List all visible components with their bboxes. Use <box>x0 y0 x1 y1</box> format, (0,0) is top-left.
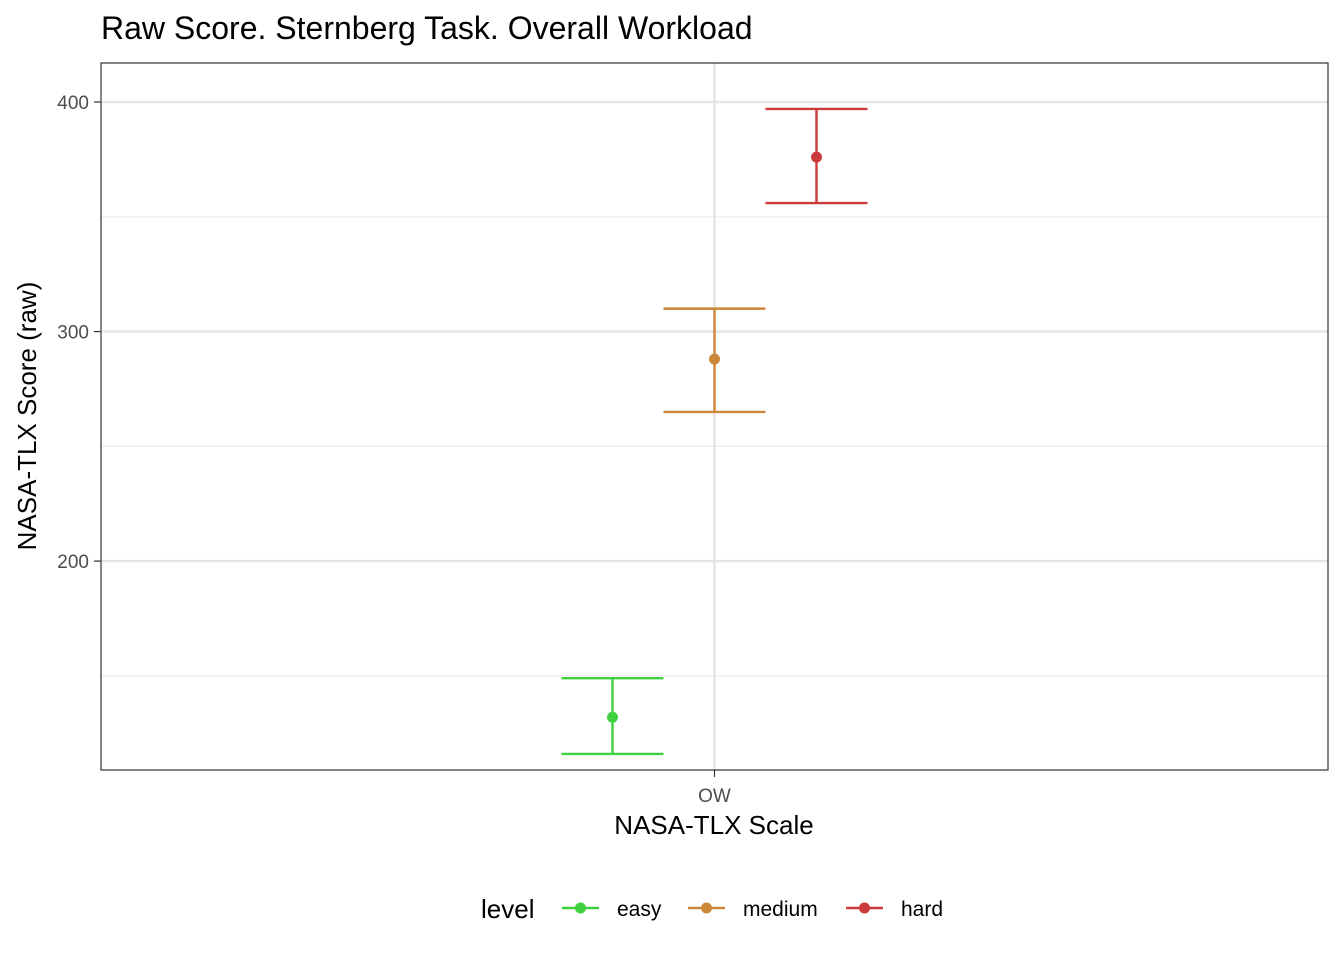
y-tick-label: 400 <box>57 93 89 114</box>
legend-title: level <box>481 894 534 924</box>
errorbar-medium <box>663 307 766 414</box>
legend-label-medium: medium <box>743 898 818 921</box>
legend-key-point-medium <box>701 902 712 914</box>
y-axis: 200 300 400 <box>57 93 101 573</box>
legend-item-medium: medium <box>688 898 818 921</box>
legend-key-point-easy <box>575 902 586 914</box>
point-easy <box>607 711 618 723</box>
legend-label-easy: easy <box>617 898 662 921</box>
x-axis: OW <box>698 770 731 807</box>
errorbar-easy <box>561 676 664 756</box>
chart-title: Raw Score. Sternberg Task. Overall Workl… <box>101 10 753 46</box>
legend-items: easy medium hard <box>562 898 943 921</box>
legend: level easy medium hard <box>481 894 943 924</box>
y-axis-title: NASA-TLX Score (raw) <box>12 282 42 551</box>
point-hard <box>811 151 822 163</box>
plot-panel <box>100 62 1329 771</box>
y-tick-label: 300 <box>57 323 89 344</box>
x-tick-label: OW <box>698 786 731 807</box>
errorbar-hard <box>765 107 868 205</box>
y-tick-label: 200 <box>57 552 89 573</box>
legend-key-point-hard <box>859 902 870 914</box>
legend-label-hard: hard <box>901 898 943 921</box>
data-marks <box>561 107 868 756</box>
major-gridlines <box>101 63 1328 770</box>
legend-item-hard: hard <box>846 898 943 921</box>
x-axis-title: NASA-TLX Scale <box>614 810 813 840</box>
legend-item-easy: easy <box>562 898 662 921</box>
point-medium <box>709 353 720 365</box>
